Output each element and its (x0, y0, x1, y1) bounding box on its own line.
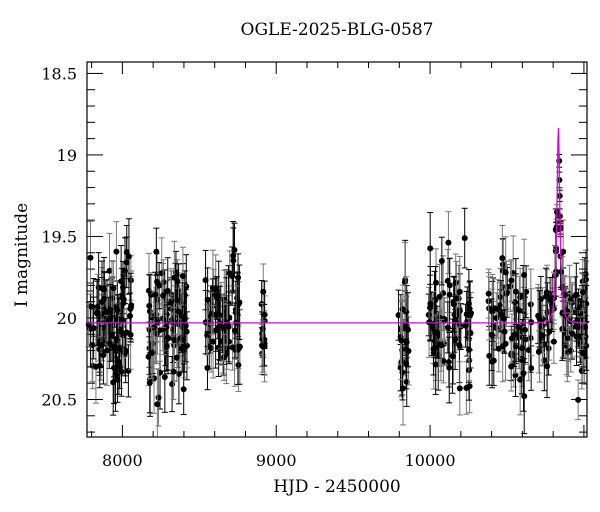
x-tick-label: 9000 (256, 451, 297, 470)
y-tick-label: 20.5 (41, 391, 77, 410)
x-tick-label: 8000 (102, 451, 143, 470)
model-curve (87, 128, 587, 324)
y-tick-label: 19.5 (41, 227, 77, 246)
x-tick-label: 10000 (405, 451, 456, 470)
y-tick-label: 18.5 (41, 64, 77, 83)
y-tick-label: 19 (57, 146, 77, 165)
y-tick-label: 20 (57, 309, 77, 328)
x-axis-label: HJD - 2450000 (273, 477, 401, 497)
plot-frame: 8000 9000 10000 18.5 19 19.5 20 20.5 (41, 61, 588, 470)
data-points (85, 153, 590, 437)
chart-title: OGLE-2025-BLG-0587 (240, 20, 434, 40)
